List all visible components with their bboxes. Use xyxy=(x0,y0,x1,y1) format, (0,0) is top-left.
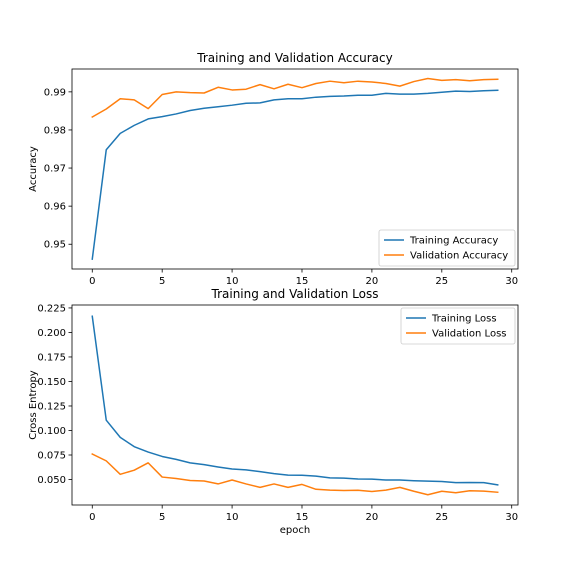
series-line-training-loss xyxy=(91,315,499,486)
y-tick-label: 0.100 xyxy=(37,426,66,437)
x-tick-label: 10 xyxy=(226,276,239,287)
legend-box xyxy=(378,229,516,267)
y-tick-label: 0.050 xyxy=(37,475,66,486)
x-tick-label: 30 xyxy=(505,276,518,287)
x-axis-label: epoch xyxy=(280,525,310,536)
y-tick-label: 0.125 xyxy=(37,401,66,412)
y-axis-label: Accuracy xyxy=(28,146,39,192)
y-tick-label: 0.075 xyxy=(37,451,66,462)
y-tick-label: 0.225 xyxy=(37,303,66,314)
legend-label: Training Loss xyxy=(431,314,497,325)
y-tick-label: 0.150 xyxy=(37,377,66,388)
x-tick-label: 20 xyxy=(366,512,379,523)
series-line-validation-accuracy xyxy=(91,77,499,119)
series-line-training-accuracy xyxy=(91,89,499,260)
x-tick-label: 5 xyxy=(159,512,165,523)
chart-title: Training and Validation Loss xyxy=(211,287,379,301)
y-tick-label: 0.95 xyxy=(44,240,66,251)
legend-label: Validation Accuracy xyxy=(410,251,508,262)
x-tick-label: 15 xyxy=(296,276,309,287)
chart-title: Training and Validation Accuracy xyxy=(196,51,392,65)
legend-label: Validation Loss xyxy=(432,329,507,340)
y-tick-label: 0.97 xyxy=(44,164,66,175)
x-tick-label: 30 xyxy=(505,512,518,523)
legend: Training Loss Validation Loss xyxy=(400,307,516,345)
legend-box xyxy=(400,307,516,345)
x-tick-label: 25 xyxy=(435,512,448,523)
legend: Training Accuracy Validation Accuracy xyxy=(378,229,516,267)
legend-label: Training Accuracy xyxy=(409,236,498,247)
accuracy-chart: 0 5 10 15 20 25 30 0.95 0.96 0.97 0.98 0.99 Training… xyxy=(28,51,519,287)
axes-frame xyxy=(71,304,519,506)
series-line-validation-loss xyxy=(91,453,499,496)
x-tick-label: 0 xyxy=(89,276,95,287)
x-tick-label: 20 xyxy=(366,276,379,287)
y-tick-label: 0.99 xyxy=(44,87,66,98)
x-tick-label: 5 xyxy=(159,276,165,287)
y-tick-label: 0.98 xyxy=(44,125,66,136)
y-tick-label: 0.175 xyxy=(37,352,66,363)
loss-chart: 0 5 10 15 20 25 30 0.050 0.075 0.100 0.125 0.150 0.1… xyxy=(28,287,519,536)
y-axis-label: Cross Entropy xyxy=(28,370,39,440)
x-tick-label: 25 xyxy=(435,276,448,287)
y-tick-label: 0.96 xyxy=(44,202,66,213)
x-tick-label: 15 xyxy=(296,512,309,523)
x-tick-label: 0 xyxy=(89,512,95,523)
axes-frame xyxy=(71,68,519,270)
y-tick-label: 0.200 xyxy=(37,328,66,339)
x-tick-label: 10 xyxy=(226,512,239,523)
